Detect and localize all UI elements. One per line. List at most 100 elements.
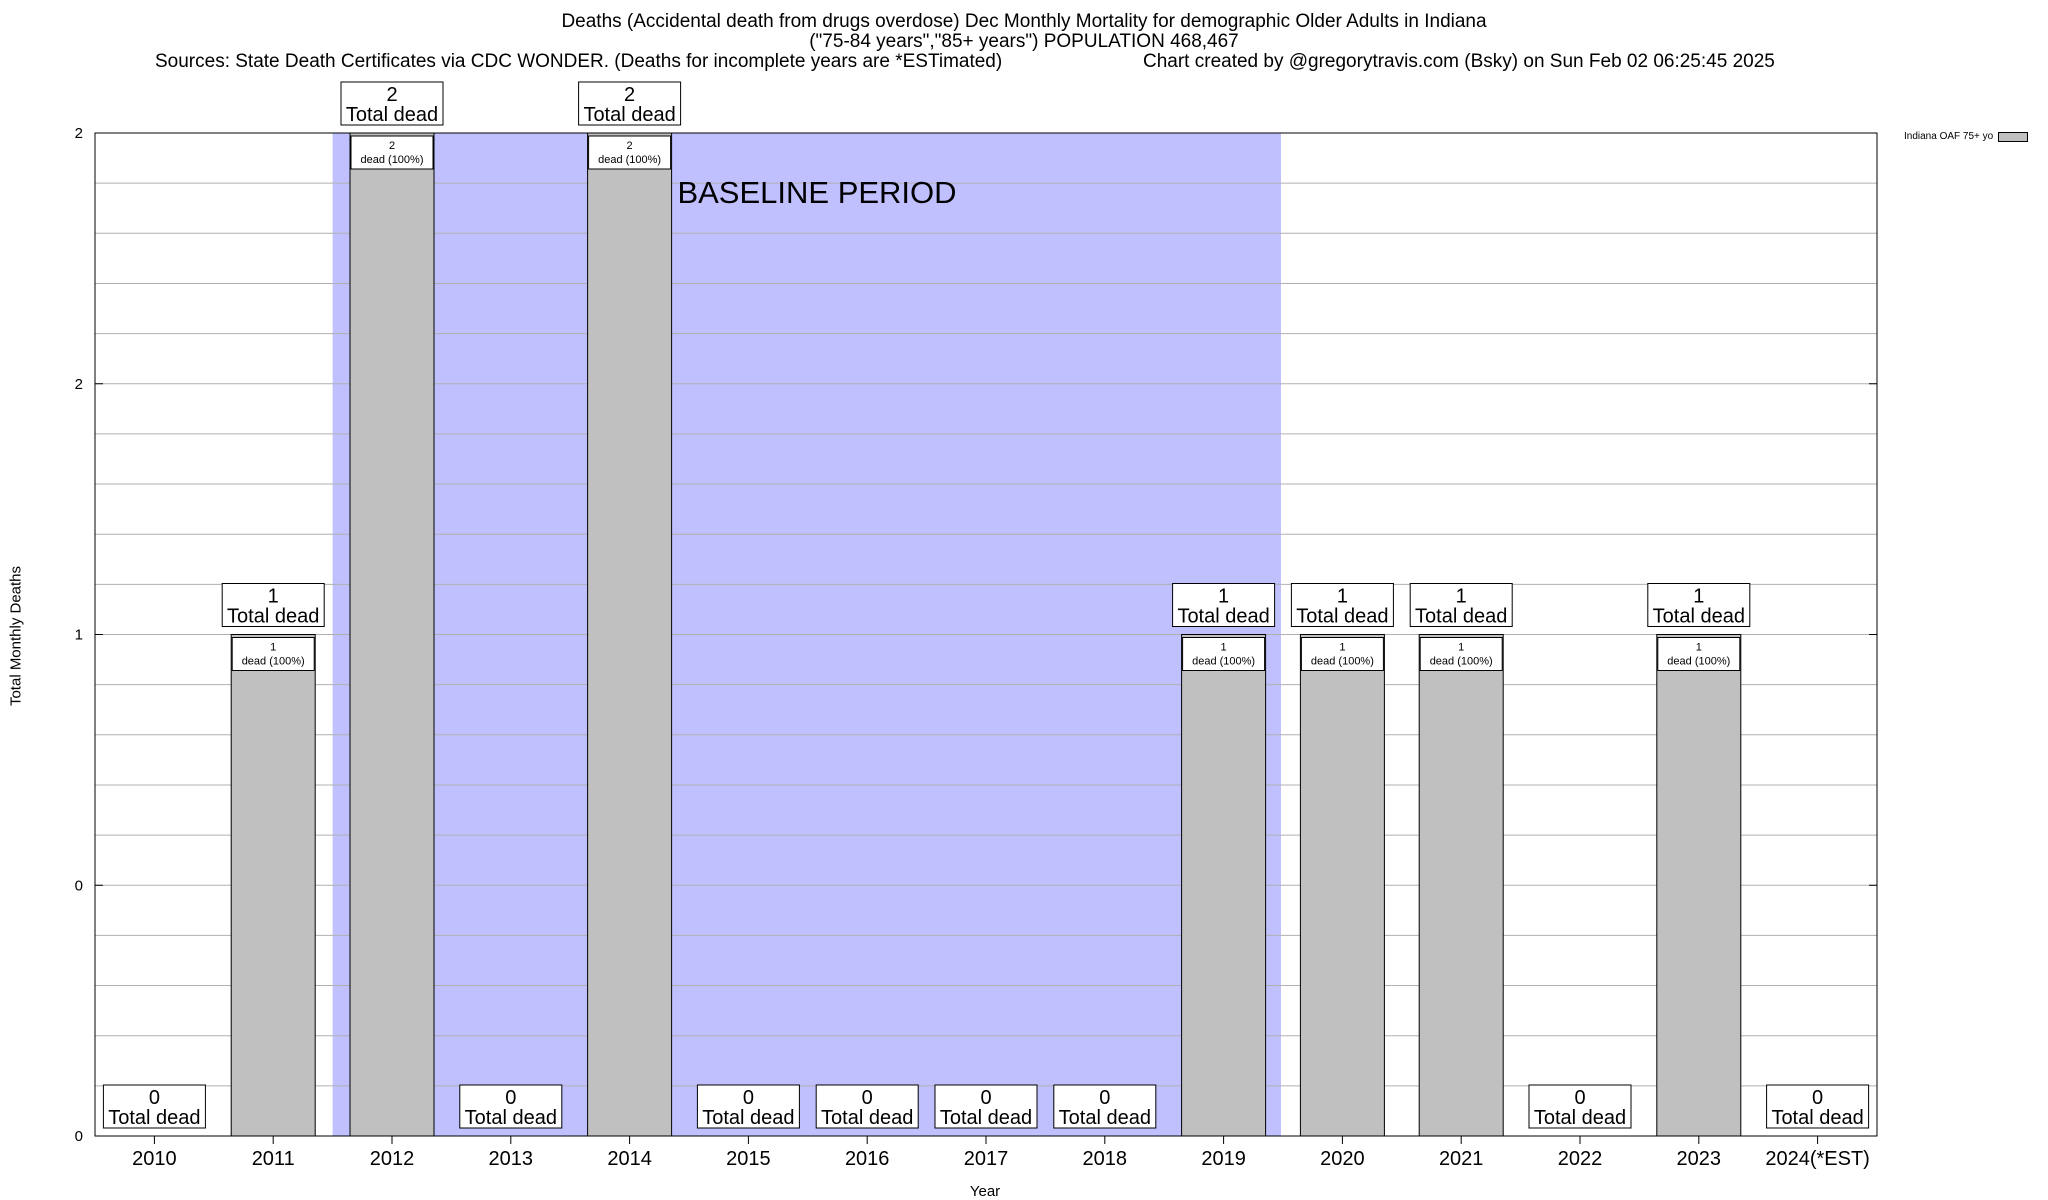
bar-inner-count: 1 [1458,642,1464,654]
total-label: Total dead [1177,606,1269,628]
total-count: 1 [1693,586,1704,608]
total-box [1290,583,1394,627]
total-count: 0 [1574,1087,1585,1109]
bar-inner-count: 1 [270,642,276,654]
total-label: Total dead [940,1107,1032,1129]
y-tick-label: 0 [75,1128,83,1145]
total-count: 2 [624,84,635,106]
bar [1418,634,1504,1137]
total-count: 0 [980,1087,991,1109]
chart-header: Deaths (Accidental death from drugs over… [0,12,2048,72]
total-count: 1 [1337,586,1348,608]
total-label: Total dead [465,1107,557,1129]
bar [230,634,316,1137]
total-count: 1 [1218,586,1229,608]
legend-label: Indiana OAF 75+ yo [1904,131,1994,142]
bar-inner-label-box [350,135,434,170]
bar-inner-label-box [588,135,672,170]
total-box [221,583,325,627]
legend: Indiana OAF 75+ yo [1904,131,2029,142]
chart-title-line-1: Deaths (Accidental death from drugs over… [561,11,1487,32]
total-count: 0 [743,1087,754,1109]
total-box [1409,583,1513,627]
total-box [578,81,682,126]
total-count: 0 [1099,1087,1110,1109]
bar [587,132,673,1137]
plot-frame [94,132,1878,1137]
total-label: Total dead [821,1107,913,1129]
y-tick-label: 2 [75,125,83,142]
total-count: 1 [268,586,279,608]
y-tick-label: 0 [75,877,83,894]
total-label: Total dead [702,1107,794,1129]
total-label: Total dead [1534,1107,1626,1129]
bar-inner-count: 1 [1696,642,1702,654]
total-box [696,1084,800,1129]
bar-inner-count: 2 [389,140,395,152]
total-box [815,1084,919,1129]
chart-title-line-2: ("75-84 years","85+ years") POPULATION 4… [809,31,1239,52]
total-count: 1 [1456,586,1467,608]
bar-inner-label: dead (100%) [598,154,661,166]
bar [1656,634,1742,1137]
y-axis-label: Total Monthly Deaths [7,565,25,707]
total-count: 0 [149,1087,160,1109]
total-label: Total dead [583,104,675,126]
bar-inner-label-box [231,637,315,671]
bar-inner-label-box [1419,637,1503,671]
x-tick-label: 2013 [489,1148,534,1170]
bar-inner-label-box [1657,637,1741,671]
total-box [459,1084,563,1129]
total-count: 0 [1812,1087,1823,1109]
total-count: 2 [386,84,397,106]
chart-credit: Chart created by @gregorytravis.com (Bsk… [1143,51,1775,72]
total-label: Total dead [346,104,438,126]
x-tick-label: 2011 [252,1148,295,1170]
bar-inner-label: dead (100%) [242,656,305,668]
total-label: Total dead [1059,1107,1151,1129]
total-count: 0 [862,1087,873,1109]
total-label: Total dead [108,1107,200,1129]
total-label: Total dead [1771,1107,1863,1129]
total-label: Total dead [1415,606,1507,628]
x-tick-label: 2021 [1439,1148,1484,1170]
bar-inner-label-box [1300,637,1384,671]
bar-inner-label: dead (100%) [361,154,424,166]
x-tick-label: 2023 [1677,1148,1722,1170]
total-count: 0 [505,1087,516,1109]
total-box [934,1084,1038,1129]
x-tick-label: 2015 [726,1148,771,1170]
y-tick-label: 2 [75,376,83,393]
bar-inner-label: dead (100%) [1430,656,1493,668]
total-box [340,81,444,126]
x-tick-label: 2019 [1201,1148,1246,1170]
x-tick-label: 2010 [132,1148,177,1170]
bar [349,132,435,1137]
x-tick-label: 2020 [1320,1148,1365,1170]
x-tick-label: 2012 [370,1148,415,1170]
bar [1299,634,1385,1137]
x-tick-label: 2016 [845,1148,890,1170]
total-box [1053,1084,1157,1129]
chart-sources: Sources: State Death Certificates via CD… [155,51,1003,72]
bar [1181,634,1267,1137]
total-box [1647,583,1751,627]
x-tick-label: 2024(*EST) [1765,1148,1870,1170]
legend-swatch [1998,131,2029,142]
bar-inner-count: 1 [1339,642,1345,654]
total-box [1766,1084,1870,1129]
x-tick-label: 2017 [964,1148,1009,1170]
x-tick-label: 2014 [607,1148,652,1170]
x-tick-label: 2022 [1558,1148,1603,1170]
total-box [1528,1084,1632,1129]
y-tick-label: 1 [75,627,83,644]
total-box [102,1084,206,1129]
total-label: Total dead [1653,606,1745,628]
bar-inner-count: 1 [1221,642,1227,654]
bar-inner-label: dead (100%) [1667,656,1730,668]
x-tick-label: 2018 [1083,1148,1128,1170]
bar-inner-label: dead (100%) [1311,656,1374,668]
total-label: Total dead [1296,606,1388,628]
x-axis-label: Year [969,1183,1001,1200]
